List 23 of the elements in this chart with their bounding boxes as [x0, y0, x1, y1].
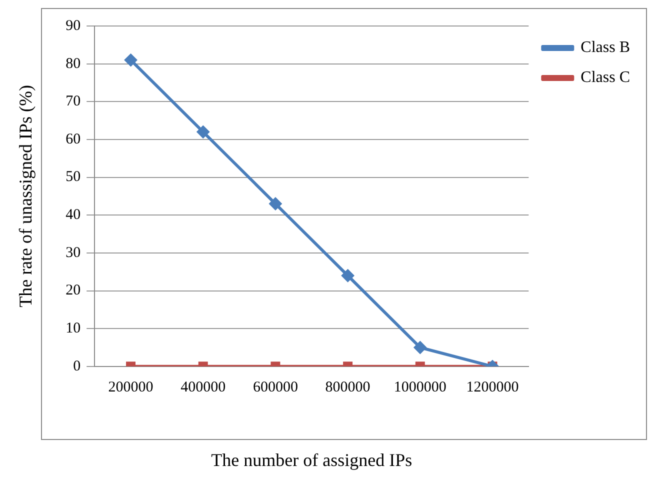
x-tick-label: 400000 [180, 379, 226, 396]
y-tick-label: 40 [66, 207, 81, 224]
y-tick-label: 70 [66, 94, 81, 110]
y-tick-label: 80 [66, 56, 81, 72]
legend-label: Class B [580, 39, 630, 56]
legend-label: Class C [580, 69, 630, 86]
x-tick-label: 200000 [108, 379, 154, 396]
point [196, 125, 210, 138]
y-axis-title: The rate of unassigned IPs (%) [16, 84, 36, 308]
y-tick-label: 30 [66, 244, 81, 261]
y-tick-label: 60 [66, 131, 81, 148]
x-tick-label: 800000 [325, 379, 370, 396]
x-tick-label: 1000000 [394, 379, 446, 396]
y-tick-label: 10 [66, 320, 81, 337]
y-tick-label: 50 [66, 169, 81, 186]
x-tick-label: 1200000 [466, 379, 519, 396]
y-tick-label: 90 [66, 18, 81, 34]
x-tick-label: 600000 [252, 379, 298, 396]
x-axis-title: The number of assigned IPs [211, 450, 412, 470]
y-tick-label: 20 [66, 282, 81, 299]
y-tick-label: 0 [73, 358, 81, 374]
point [268, 197, 282, 210]
point [124, 54, 138, 67]
